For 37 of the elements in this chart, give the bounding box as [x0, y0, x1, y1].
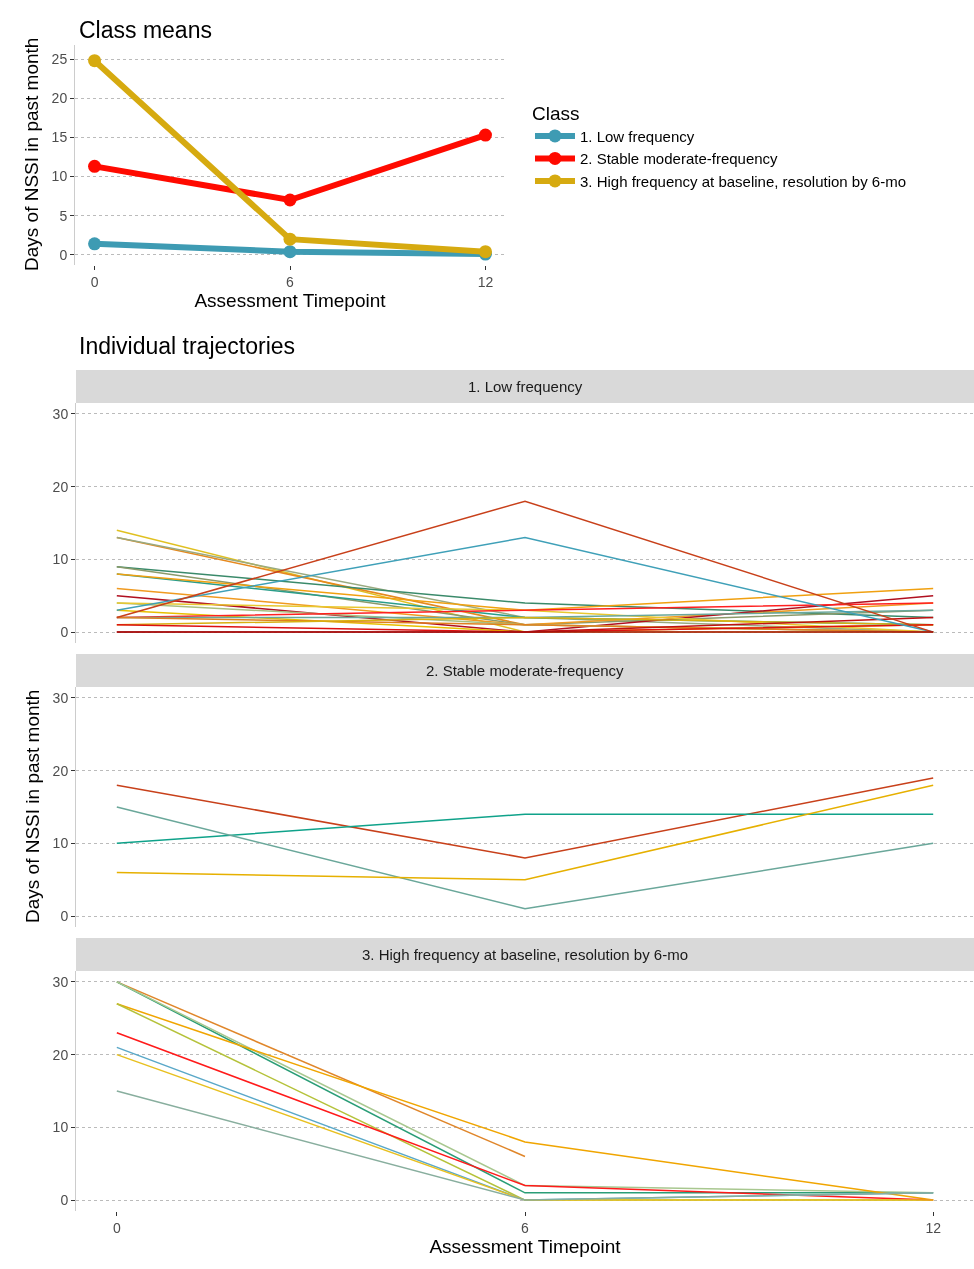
- y-axis-title: Days of NSSI in past month: [22, 689, 43, 923]
- chart-title: 3. High frequency at baseline, resolution by 6-mo: [362, 946, 689, 963]
- x-axis-title: Assessment Timepoint: [194, 289, 387, 311]
- y-tick-label: 20: [52, 1046, 69, 1063]
- y-tick-label: 0: [60, 907, 69, 924]
- y-tick-label: 10: [52, 835, 69, 852]
- chart-title: 2. Stable moderate-frequency: [426, 662, 625, 679]
- y-tick-label: 30: [52, 973, 69, 990]
- x-axis-title: Assessment Timepoint: [429, 1235, 622, 1257]
- y-axis-title: Days of NSSI in past month: [21, 37, 42, 271]
- x-tick-label: 12: [925, 1219, 942, 1236]
- legend-label: 3. High frequency at baseline, resolution by 6-mo: [580, 172, 907, 190]
- chart-title: Individual trajectories: [79, 333, 296, 359]
- y-tick-label: 20: [52, 478, 69, 495]
- y-tick-label: 10: [52, 551, 69, 568]
- y-tick-label: 30: [52, 405, 69, 422]
- y-tick-label: 10: [51, 168, 68, 185]
- y-tick-label: 15: [51, 129, 68, 146]
- y-tick-label: 0: [59, 246, 68, 263]
- x-tick-label: 0: [112, 1219, 121, 1236]
- legend-label: 1. Low frequency: [580, 127, 695, 145]
- legend-title: Class: [532, 102, 580, 124]
- y-tick-label: 10: [52, 1119, 69, 1136]
- y-tick-label: 5: [59, 207, 68, 224]
- y-tick-label: 30: [52, 689, 69, 706]
- y-tick-label: 0: [60, 1191, 69, 1208]
- y-tick-label: 20: [51, 90, 68, 107]
- x-tick-label: 6: [521, 1219, 530, 1236]
- y-tick-label: 20: [52, 762, 69, 779]
- x-tick-label: 0: [90, 273, 99, 290]
- chart-title: Class means: [79, 17, 212, 43]
- y-tick-label: 0: [60, 623, 69, 640]
- y-tick-label: 25: [51, 50, 68, 67]
- x-tick-label: 12: [477, 273, 494, 290]
- chart-subtitle: 1. Low frequency: [468, 378, 583, 395]
- x-tick-label: 6: [286, 273, 295, 290]
- legend-label: 2. Stable moderate-frequency: [580, 150, 779, 168]
